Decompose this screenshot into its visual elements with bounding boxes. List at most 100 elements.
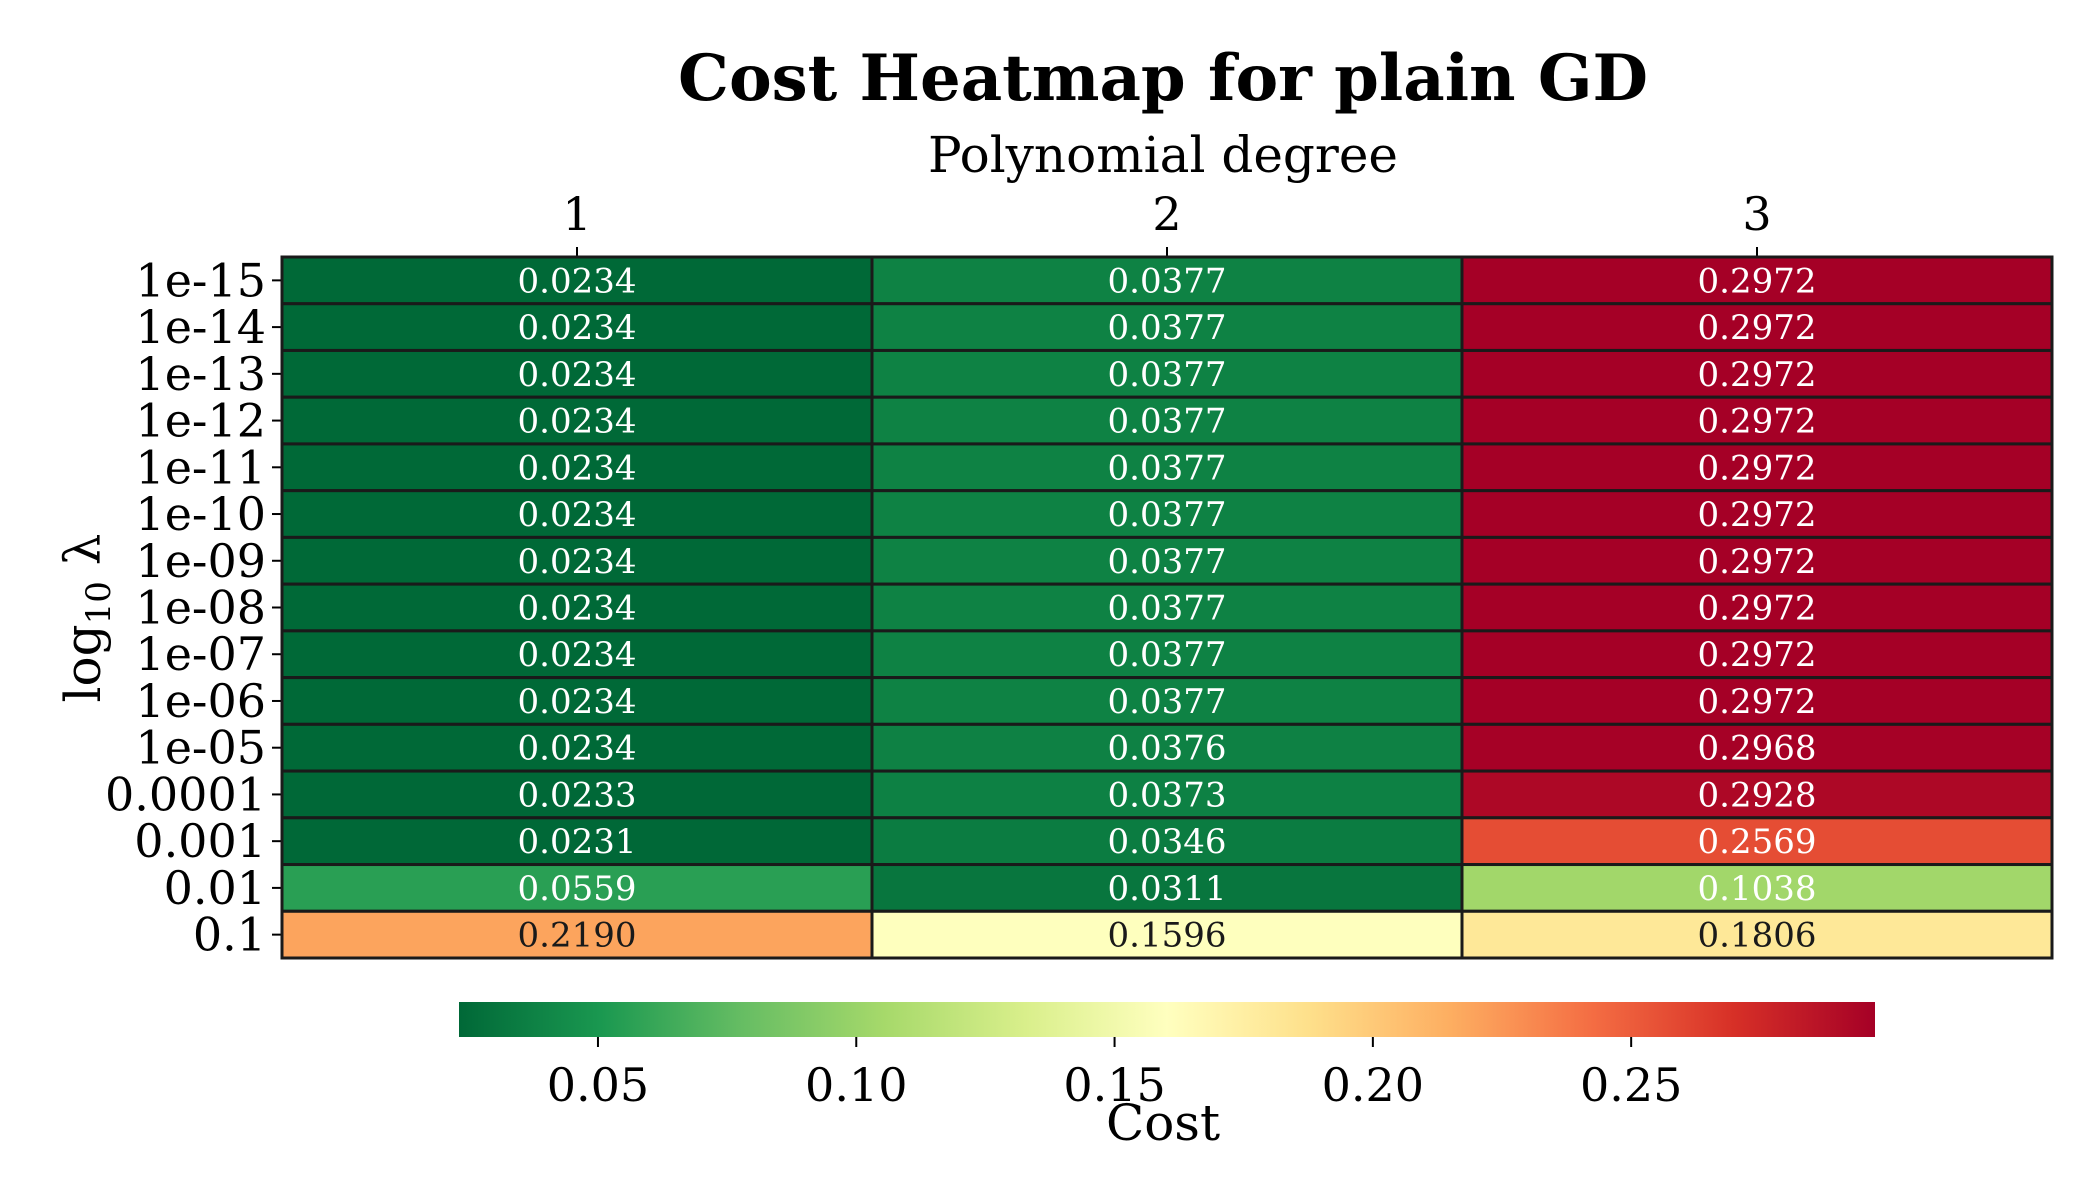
heatmap-cell	[1460, 909, 2054, 960]
cell-value-label: 0.0377	[1108, 589, 1227, 629]
x-tick-label: 1	[562, 187, 591, 241]
heatmap-cell	[870, 582, 1464, 633]
heatmap-cell	[1460, 769, 2054, 820]
colorbar-tick-label: 0.05	[547, 1058, 649, 1112]
cell-value-label: 0.0234	[518, 682, 637, 722]
cell-value-label: 0.2972	[1698, 542, 1817, 582]
cell-value-label: 0.0311	[1108, 869, 1227, 909]
cell-value-label: 0.2972	[1698, 355, 1817, 395]
cell-value-label: 0.2928	[1698, 775, 1817, 815]
colorbar-gradient	[459, 1002, 1875, 1037]
y-tick-label: 1e-08	[135, 581, 266, 635]
x-axis: 1 2 3	[562, 187, 1772, 257]
y-tick-label: 0.01	[164, 861, 266, 915]
heatmap-cell	[280, 348, 874, 399]
y-tick-label: 0.0001	[105, 767, 266, 821]
cell-value-label: 0.2972	[1698, 589, 1817, 629]
cell-value-label: 0.2972	[1698, 261, 1817, 301]
heatmap-cell	[1460, 302, 2054, 352]
y-tick-label: 0.001	[134, 814, 266, 868]
y-tick-label: 1e-05	[135, 721, 266, 775]
cell-value-label: 0.0234	[518, 729, 637, 769]
colorbar-tick-label: 0.10	[805, 1058, 907, 1112]
y-tick-label: 1e-15	[135, 253, 266, 307]
cell-value-label: 0.0376	[1108, 729, 1227, 769]
cell-value-label: 0.2972	[1698, 635, 1817, 675]
heatmap-cell	[280, 722, 874, 773]
heatmap-cell	[1460, 629, 2054, 680]
x-axis-label: Polynomial degree	[928, 126, 1398, 184]
cell-value-label: 0.0234	[518, 635, 637, 675]
cell-value-label: 0.0377	[1108, 682, 1227, 722]
cell-value-label: 0.2972	[1698, 495, 1817, 535]
heatmap-cell	[280, 816, 874, 867]
heatmap-cell	[870, 395, 1464, 446]
x-tick-label: 3	[1742, 187, 1771, 241]
cell-value-label: 0.2190	[518, 916, 637, 956]
cell-value-label: 0.0377	[1108, 635, 1227, 675]
cell-value-label: 0.0234	[518, 261, 637, 301]
heatmap-cell	[870, 302, 1464, 352]
cell-value-label: 0.0377	[1108, 355, 1227, 395]
heatmap-cell	[870, 535, 1464, 586]
cell-value-label: 0.0234	[518, 495, 637, 535]
heatmap-cells: 0.0234 0.0377 0.2972 0.0234 0.0377 0.2972 0.02…	[280, 255, 2054, 960]
cell-value-label: 0.0234	[518, 542, 637, 582]
cell-value-label: 0.2569	[1698, 822, 1817, 862]
heatmap-cell	[280, 442, 874, 493]
cell-value-label: 0.0234	[518, 308, 637, 348]
y-axis-label: log10 λ	[54, 534, 119, 703]
heatmap-cell	[870, 489, 1464, 539]
colorbar-tick-label: 0.15	[1063, 1058, 1165, 1112]
cell-value-label: 0.0377	[1108, 308, 1227, 348]
cell-value-label: 0.0234	[518, 448, 637, 488]
heatmap-cell	[1460, 442, 2054, 493]
cell-value-label: 0.0377	[1108, 448, 1227, 488]
cell-value-label: 0.1806	[1698, 916, 1817, 956]
y-axis: 1e-151e-141e-131e-121e-111e-101e-091e-08…	[105, 253, 282, 962]
y-tick-label: 1e-09	[135, 534, 266, 588]
cell-value-label: 0.0231	[518, 822, 637, 862]
y-tick-label: 1e-13	[135, 347, 266, 401]
heatmap-cell	[1460, 535, 2054, 586]
x-tick-label: 2	[1152, 187, 1181, 241]
heatmap-cell	[870, 722, 1464, 773]
colorbar-label: Cost	[1106, 1094, 1220, 1152]
y-tick-label: 1e-07	[135, 627, 266, 681]
colorbar-tick-label: 0.20	[1322, 1058, 1424, 1112]
heatmap-cell	[1460, 722, 2054, 773]
cell-value-label: 0.0377	[1108, 495, 1227, 535]
cell-value-label: 0.1596	[1108, 916, 1227, 956]
cell-value-label: 0.2972	[1698, 448, 1817, 488]
cell-value-label: 0.0377	[1108, 542, 1227, 582]
cell-value-label: 0.2972	[1698, 308, 1817, 348]
colorbar-tick-label: 0.25	[1580, 1058, 1682, 1112]
cell-value-label: 0.0234	[518, 355, 637, 395]
cell-value-label: 0.2972	[1698, 402, 1817, 442]
heatmap-cell	[280, 769, 874, 820]
cell-value-label: 0.2968	[1698, 729, 1817, 769]
cell-value-label: 0.0234	[518, 589, 637, 629]
chart-title: Cost Heatmap for plain GD	[678, 41, 1648, 116]
y-tick-label: 0.1	[193, 908, 266, 962]
y-tick-label: 1e-11	[135, 440, 266, 494]
heatmap-cell	[1460, 348, 2054, 399]
cell-value-label: 0.1038	[1698, 869, 1817, 909]
cell-value-label: 0.0559	[518, 869, 637, 909]
y-tick-label: 1e-14	[135, 300, 266, 354]
heatmap-cell	[870, 629, 1464, 680]
y-tick-label: 1e-06	[135, 674, 266, 728]
cell-value-label: 0.0377	[1108, 261, 1227, 301]
y-tick-label: 1e-10	[135, 487, 266, 541]
y-tick-label: 1e-12	[135, 394, 266, 448]
cell-value-label: 0.0377	[1108, 402, 1227, 442]
heatmap-cell	[870, 348, 1464, 399]
cell-value-label: 0.0346	[1108, 822, 1227, 862]
heatmap-cell	[1460, 255, 2054, 306]
heatmap-cell	[870, 255, 1464, 306]
heatmap-cell	[280, 909, 874, 960]
heatmap-cell	[1460, 582, 2054, 633]
cell-value-label: 0.0233	[518, 775, 637, 815]
heatmap-cell	[280, 676, 874, 726]
